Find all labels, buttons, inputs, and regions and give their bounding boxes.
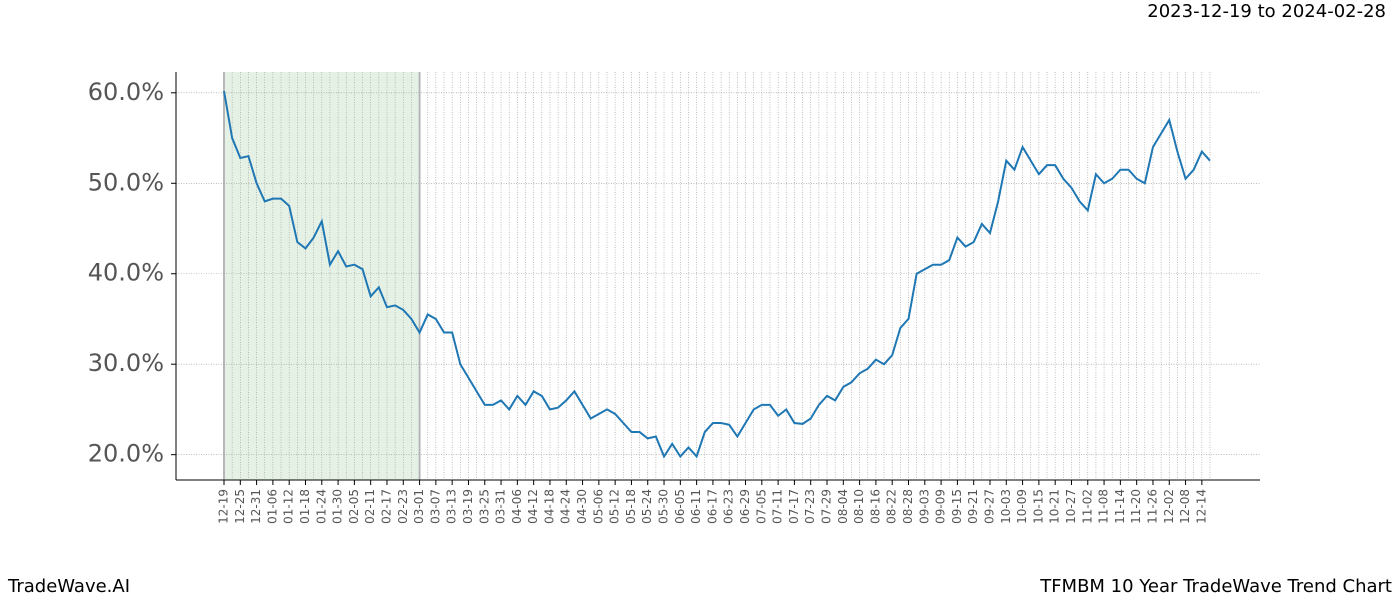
x-tick-label: 11-26 [1145, 489, 1159, 524]
x-tick-label: 07-23 [803, 489, 817, 524]
trend-line [223, 90, 1211, 459]
y-tick-label: 30.0% [88, 349, 164, 377]
x-tick-label: 07-29 [820, 489, 834, 524]
x-tick-label: 03-19 [461, 489, 475, 524]
x-tick-label: 01-24 [314, 489, 328, 524]
chart-title: 2023-12-19 to 2024-02-28 [1147, 1, 1386, 22]
x-tick-label: 04-18 [542, 489, 556, 524]
x-tick-label: 04-06 [510, 489, 524, 524]
x-tick-label: 12-31 [249, 489, 263, 524]
x-tick-label: 11-20 [1129, 489, 1143, 524]
x-tick-label: 10-09 [1015, 489, 1029, 524]
x-tick-label: 01-30 [331, 489, 345, 524]
x-tick-label: 12-02 [1162, 489, 1176, 524]
x-tick-label: 11-02 [1080, 489, 1094, 524]
x-tick-label: 12-25 [233, 489, 247, 524]
x-tick-label: 08-04 [836, 489, 850, 524]
x-tick-label: 12-08 [1178, 489, 1192, 524]
x-tick-label: 06-23 [722, 489, 736, 524]
x-tick-label: 11-14 [1113, 489, 1127, 524]
x-tick-label: 09-21 [966, 489, 980, 524]
x-tick-label: 06-17 [705, 489, 719, 524]
x-tick-label: 10-03 [999, 489, 1013, 524]
x-tick-label: 02-11 [363, 489, 377, 524]
x-tick-label: 07-11 [771, 489, 785, 524]
x-tick-label: 06-05 [673, 489, 687, 524]
y-tick-label: 20.0% [88, 440, 164, 468]
x-tick-label: 05-24 [640, 489, 654, 524]
x-tick-label: 12-14 [1194, 489, 1208, 524]
x-tick-label: 06-11 [689, 489, 703, 524]
x-tick-label: 05-18 [624, 489, 638, 524]
x-tick-label: 12-19 [217, 489, 231, 524]
x-tick-label: 01-18 [298, 489, 312, 524]
x-tick-label: 06-29 [738, 489, 752, 524]
y-tick-label: 40.0% [88, 259, 164, 287]
x-tick-label: 04-30 [575, 489, 589, 524]
x-tick-label: 08-10 [852, 489, 866, 524]
x-tick-label: 08-22 [885, 489, 899, 524]
footer-left: TradeWave.AI [7, 576, 130, 597]
x-tick-label: 07-17 [787, 489, 801, 524]
x-tick-label: 05-12 [608, 489, 622, 524]
x-tick-label: 01-12 [282, 489, 296, 524]
x-tick-label: 09-09 [934, 489, 948, 524]
x-tick-label: 01-06 [265, 489, 279, 524]
x-tick-label: 09-03 [917, 489, 931, 524]
x-tick-label: 02-23 [396, 489, 410, 524]
x-tick-label: 04-24 [559, 489, 573, 524]
footer-right: TFMBM 10 Year TradeWave Trend Chart [1039, 576, 1392, 597]
x-tick-label: 03-25 [477, 489, 491, 524]
x-tick-label: 09-15 [950, 489, 964, 524]
x-tick-label: 04-12 [526, 489, 540, 524]
x-tick-label: 08-16 [868, 489, 882, 524]
x-tick-label: 11-08 [1097, 489, 1111, 524]
x-tick-label: 03-31 [494, 489, 508, 524]
y-tick-label: 60.0% [88, 78, 164, 106]
x-tick-label: 10-15 [1031, 489, 1045, 524]
x-tick-label: 05-06 [591, 489, 605, 524]
shaded-range [224, 72, 420, 480]
x-tick-label: 02-17 [379, 489, 393, 524]
x-tick-label: 10-21 [1048, 489, 1062, 524]
x-tick-label: 03-01 [412, 489, 426, 524]
x-tick-label: 03-07 [428, 489, 442, 524]
x-tick-label: 02-05 [347, 489, 361, 524]
x-tick-label: 09-27 [982, 489, 996, 524]
x-tick-label: 08-28 [901, 489, 915, 524]
x-tick-label: 07-05 [754, 489, 768, 524]
x-tick-label: 05-30 [657, 489, 671, 524]
y-tick-label: 50.0% [88, 168, 164, 196]
x-tick-label: 03-13 [445, 489, 459, 524]
x-tick-label: 10-27 [1064, 489, 1078, 524]
